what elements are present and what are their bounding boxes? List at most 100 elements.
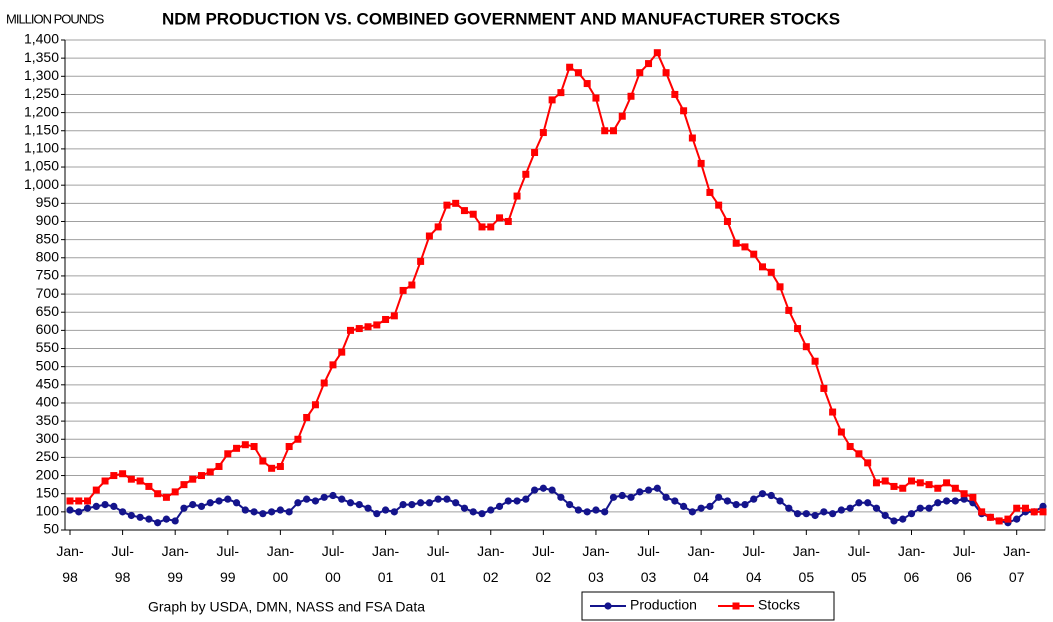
- data-point: [618, 491, 626, 500]
- data-point: [1013, 504, 1021, 512]
- data-point: [951, 497, 959, 505]
- data-point: [732, 239, 740, 247]
- data-point: [399, 286, 407, 294]
- data-point: [224, 495, 232, 503]
- data-point: [364, 504, 372, 512]
- y-tick-label: 750: [36, 267, 60, 283]
- data-point: [197, 502, 206, 511]
- data-point: [776, 283, 784, 291]
- data-point: [373, 510, 381, 518]
- data-point: [355, 500, 363, 509]
- data-point: [206, 468, 214, 476]
- data-point: [574, 506, 583, 514]
- data-point: [785, 306, 793, 314]
- data-point: [636, 488, 644, 496]
- x-tick-label: Jul-03: [637, 543, 660, 585]
- x-tick-label: Jul-99: [217, 543, 240, 585]
- data-point: [522, 170, 530, 178]
- data-point: [872, 504, 881, 512]
- plot-area: [64, 39, 1046, 531]
- x-tick-label: Jul-98: [111, 543, 134, 585]
- x-tick-label: Jul-04: [742, 543, 765, 585]
- data-point: [294, 499, 302, 507]
- x-tick-label: Jan-04: [688, 543, 716, 585]
- data-point: [513, 497, 521, 505]
- data-point: [662, 69, 670, 77]
- data-point: [408, 500, 416, 509]
- data-point: [513, 192, 521, 200]
- data-point: [785, 504, 793, 512]
- data-point: [154, 490, 162, 498]
- data-point: [820, 508, 828, 516]
- data-point: [829, 408, 837, 416]
- y-tick-label: 800: [36, 248, 60, 264]
- x-tick-label: Jan-99: [162, 543, 190, 585]
- data-point: [732, 500, 740, 509]
- x-tick-label: Jul-06: [953, 543, 976, 585]
- x-tick-label: Jan-98: [56, 543, 84, 585]
- data-point: [171, 488, 179, 496]
- data-point: [347, 326, 355, 334]
- data-point: [154, 519, 162, 527]
- data-point: [382, 315, 390, 323]
- legend-label: Stocks: [758, 597, 800, 613]
- data-point: [496, 214, 504, 222]
- data-point: [697, 504, 705, 512]
- data-point: [706, 502, 714, 511]
- data-point: [671, 497, 679, 505]
- data-point: [925, 504, 933, 512]
- data-point: [960, 490, 968, 498]
- data-point: [276, 506, 284, 514]
- data-point: [478, 510, 486, 518]
- data-point: [908, 477, 916, 485]
- data-point: [723, 217, 731, 225]
- data-point: [215, 462, 223, 470]
- data-point: [434, 223, 442, 231]
- data-point: [460, 207, 468, 215]
- data-point: [592, 94, 600, 102]
- data-point: [303, 413, 311, 421]
- data-point: [136, 513, 144, 521]
- data-point: [180, 504, 188, 512]
- data-point: [539, 484, 547, 492]
- y-tick-label: 50: [43, 521, 59, 537]
- data-point: [557, 89, 565, 97]
- data-point: [899, 515, 907, 523]
- data-point: [916, 479, 924, 487]
- data-point: [644, 486, 653, 494]
- data-point: [189, 500, 197, 509]
- data-point: [504, 497, 512, 505]
- data-point: [916, 504, 924, 512]
- data-point: [329, 491, 337, 500]
- data-point: [837, 428, 845, 436]
- data-point: [688, 134, 696, 142]
- data-point: [145, 515, 153, 523]
- data-point: [443, 495, 451, 503]
- y-tick-label: 300: [36, 430, 60, 446]
- data-point: [329, 361, 337, 369]
- data-point: [390, 312, 398, 320]
- legend-label: Production: [630, 597, 697, 613]
- data-point: [118, 508, 127, 516]
- data-point: [802, 510, 810, 518]
- data-point: [531, 149, 539, 157]
- data-point: [469, 210, 477, 218]
- data-point: [1039, 508, 1047, 516]
- data-point: [311, 497, 320, 505]
- data-point: [364, 323, 372, 331]
- data-point: [618, 112, 626, 120]
- data-point: [855, 499, 863, 507]
- data-point: [233, 444, 241, 452]
- data-point: [890, 482, 898, 490]
- data-point: [793, 510, 802, 518]
- x-tick-label: Jan-00: [267, 543, 295, 585]
- y-tick-label: 950: [36, 194, 60, 210]
- data-point: [653, 484, 661, 492]
- data-point: [951, 484, 959, 492]
- data-point: [881, 477, 889, 485]
- data-point: [706, 188, 714, 196]
- data-point: [92, 486, 100, 494]
- series-line: [69, 487, 1044, 524]
- x-tick-label: Jul-05: [848, 543, 871, 585]
